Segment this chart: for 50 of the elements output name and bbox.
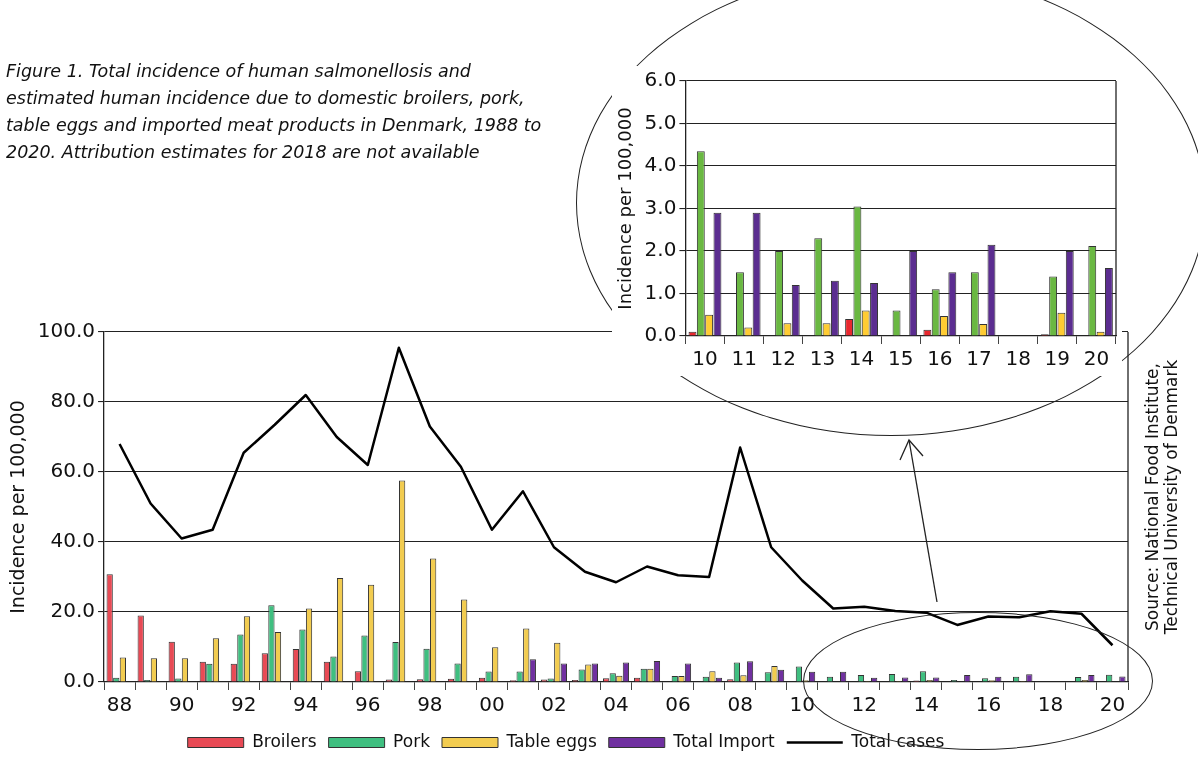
x-tick-label: 20 (1083, 346, 1110, 371)
x-tick-label: 10 (789, 692, 815, 717)
x-tick-label: 92 (230, 692, 257, 717)
source-note: Source: National Food Institute, Technical University of Denmark (1142, 358, 1181, 637)
x-tick-label: 11 (731, 346, 757, 371)
y-tick-label: 80.0 (50, 388, 96, 413)
x-tick-label: 14 (913, 692, 940, 717)
y-tick-label: 0.0 (644, 322, 677, 347)
y-tick-label: 100.0 (37, 318, 96, 343)
x-tick-label: 10 (692, 346, 718, 371)
legend-label: Table eggs (505, 730, 597, 751)
x-tick-label: 02 (541, 692, 567, 717)
x-tick-label: 00 (479, 692, 505, 717)
x-tick-label: 04 (603, 692, 629, 717)
x-tick-label: 96 (355, 692, 381, 717)
x-tick-label: 12 (770, 346, 796, 371)
x-tick-label: 14 (848, 346, 875, 371)
x-tick-label: 90 (168, 692, 195, 717)
legend-label: Broilers (252, 730, 317, 751)
y-tick-label: 3.0 (644, 194, 677, 219)
y-tick-label: 40.0 (50, 528, 96, 553)
x-tick-label: 17 (966, 346, 992, 371)
legend-label: Total cases (850, 730, 945, 751)
y-tick-label: 1.0 (644, 279, 677, 304)
x-tick-label: 15 (887, 346, 914, 371)
y-axis-title: Incidence per 100,000 (614, 107, 636, 310)
x-tick-label: 18 (1037, 692, 1064, 717)
x-tick-label: 19 (1044, 346, 1071, 371)
chart-title: Figure 1. Total incidence of human salmonellosis and estimated human incidence due to domestic broilers, pork, table eggs and imported meat products in Denmark, 1988 to 2020. Attribution estimates for 2018 are not available (6, 60, 543, 164)
y-tick-label: 4.0 (644, 152, 677, 177)
x-tick-label: 16 (975, 692, 1002, 717)
x-tick-label: 13 (809, 346, 836, 371)
y-tick-label: 60.0 (50, 458, 96, 483)
x-tick-label: 20 (1099, 692, 1126, 717)
y-tick-label: 0.0 (63, 668, 96, 693)
x-tick-label: 16 (927, 346, 953, 371)
legend-label: Total Import (672, 730, 776, 751)
x-tick-label: 08 (727, 692, 753, 717)
x-tick-label: 94 (293, 692, 319, 717)
y-tick-label: 5.0 (644, 109, 677, 134)
x-tick-label: 98 (417, 692, 443, 717)
legend-label: Pork (393, 730, 431, 751)
y-tick-label: 20.0 (50, 598, 96, 623)
x-tick-label: 88 (106, 692, 133, 717)
y-axis-title: Incidence per 100,000 (6, 400, 29, 614)
x-tick-label: 18 (1005, 346, 1031, 371)
y-tick-label: 6.0 (644, 67, 677, 92)
y-tick-label: 2.0 (644, 237, 677, 262)
x-tick-label: 12 (851, 692, 877, 717)
x-tick-label: 06 (665, 692, 691, 717)
